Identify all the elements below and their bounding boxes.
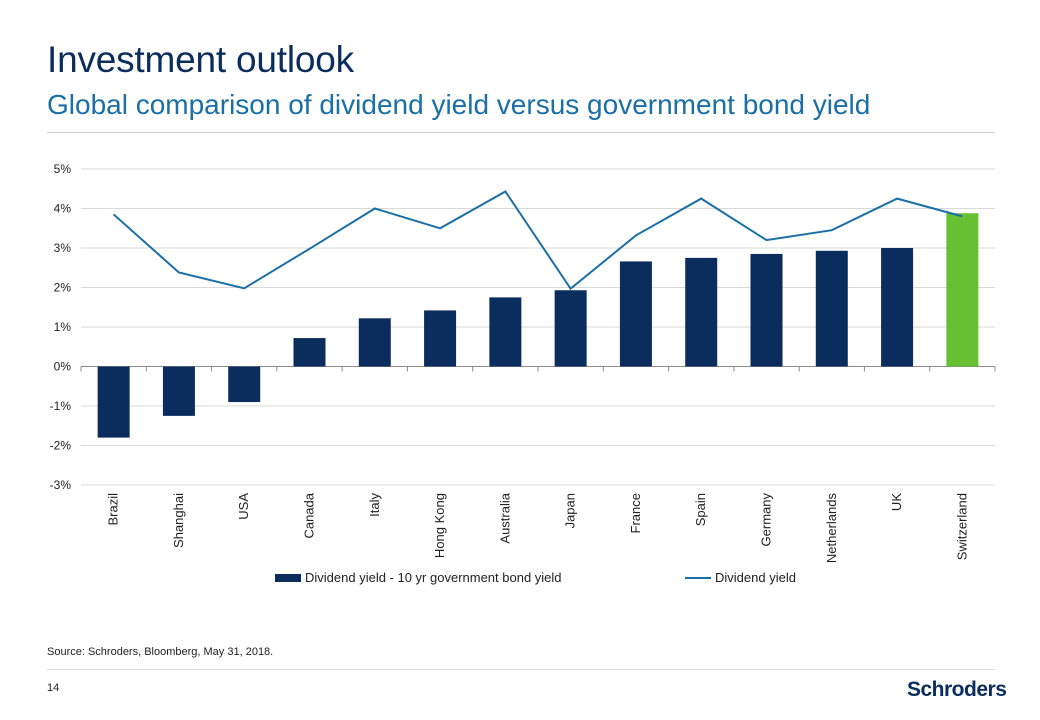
dividend-yield-line [112,190,963,291]
legend-swatch-line [685,576,711,579]
x-tick-label: Japan [563,493,578,528]
bar-italy [358,318,391,367]
x-tick-label: Canada [302,492,317,538]
x-tick-label: Hong Kong [432,493,447,558]
legend-item-dividend-yield: Dividend yield [685,570,796,585]
x-tick-label: Brazil [106,493,121,526]
x-tick-label: France [628,493,643,533]
bar-shanghai [162,366,195,416]
bar-brazil [97,366,130,438]
legend-label-spread: Dividend yield - 10 yr government bond y… [305,570,562,585]
y-tick-label: -1% [50,399,72,413]
x-tick-label: Shanghai [171,493,186,548]
y-tick-label: 4% [54,202,72,216]
page-subtitle: Global comparison of dividend yield vers… [47,89,871,120]
source-note: Source: Schroders, Bloomberg, May 31, 20… [47,646,274,658]
x-tick-label: USA [236,493,251,520]
legend-item-spread: Dividend yield - 10 yr government bond y… [275,570,562,585]
bar-netherlands [815,250,848,367]
bar-canada [293,338,326,367]
bar-usa [228,366,261,403]
bar-japan [554,290,587,367]
bar-france [619,261,652,367]
bar-hong-kong [424,310,457,367]
schroders-logo: Schroders [907,678,1007,701]
x-tick-label: Australia [497,492,512,543]
y-tick-label: 5% [54,162,72,176]
y-tick-label: 1% [54,320,72,334]
bar-uk [881,248,914,367]
page-number: 14 [47,682,60,694]
footer-divider [47,669,995,670]
x-tick-label: Italy [367,493,382,517]
x-tick-label: Netherlands [824,493,839,564]
legend-label-dividend-yield: Dividend yield [715,570,796,585]
bar-germany [750,253,783,367]
y-tick-label: 0% [54,360,72,374]
y-tick-label: 3% [54,241,72,255]
y-tick-label: 2% [54,281,72,295]
x-tick-label: Germany [759,493,774,547]
bar-australia [489,297,522,367]
x-tick-label: Spain [693,493,708,526]
bar-switzerland [946,213,979,367]
x-tick-label: UK [889,493,904,511]
title-divider [47,132,995,133]
y-tick-label: -3% [50,478,72,492]
page-title: Investment outlook [47,39,354,80]
y-tick-label: -2% [50,439,72,453]
x-tick-label: Switzerland [954,493,969,560]
legend-swatch-bar [275,573,301,582]
bar-spain [685,257,718,367]
